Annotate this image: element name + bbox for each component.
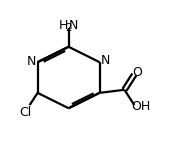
Text: N: N: [101, 54, 110, 67]
Text: 2: 2: [66, 23, 72, 33]
Text: N: N: [69, 19, 78, 32]
Text: N: N: [27, 55, 37, 68]
Text: OH: OH: [132, 100, 151, 113]
Text: Cl: Cl: [19, 106, 31, 119]
Text: O: O: [133, 66, 143, 79]
Text: H: H: [59, 19, 68, 32]
